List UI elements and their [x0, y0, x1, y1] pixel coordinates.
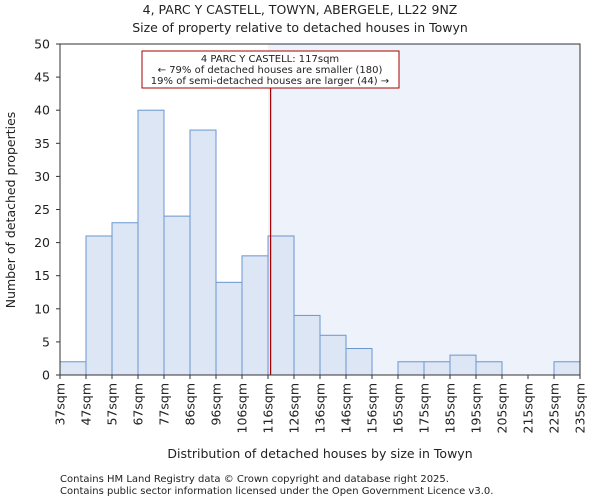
y-tick-label-35: 35 — [34, 136, 50, 151]
x-tick-label-195sqm: 195sqm — [469, 383, 484, 433]
y-tick-label-20: 20 — [34, 235, 50, 250]
annotation-line-2: ← 79% of detached houses are smaller (18… — [158, 65, 383, 76]
y-tick-label-5: 5 — [42, 334, 50, 349]
x-tick-label-116sqm: 116sqm — [261, 383, 276, 433]
y-tick-label-15: 15 — [34, 268, 50, 283]
y-axis-label: Number of detached properties — [3, 112, 18, 309]
annotation-line-1: 4 PARC Y CASTELL: 117sqm — [201, 54, 339, 65]
bar-116sqm — [267, 235, 295, 376]
x-tick-label-205sqm: 205sqm — [495, 383, 510, 433]
x-tick-label-126sqm: 126sqm — [287, 383, 302, 433]
bar-185sqm — [449, 354, 477, 376]
chart-subtitle: Size of property relative to detached ho… — [132, 20, 468, 35]
y-tick-label-25: 25 — [34, 202, 50, 217]
x-tick-label-185sqm: 185sqm — [443, 383, 458, 433]
x-tick-label-37sqm: 37sqm — [53, 383, 68, 426]
x-tick-label-47sqm: 47sqm — [79, 383, 94, 426]
bar-106sqm — [241, 255, 269, 376]
y-tick-label-45: 45 — [34, 70, 50, 85]
x-tick-label-57sqm: 57sqm — [105, 383, 120, 426]
x-tick-label-156sqm: 156sqm — [365, 383, 380, 433]
bar-37sqm — [59, 361, 87, 376]
x-tick-label-146sqm: 146sqm — [339, 383, 354, 433]
bar-146sqm — [345, 348, 373, 376]
bar-195sqm — [475, 361, 503, 376]
annotation-frame — [141, 50, 400, 89]
bar-96sqm — [215, 281, 243, 376]
bar-57sqm — [111, 222, 139, 376]
x-tick-label-235sqm: 235sqm — [573, 383, 588, 433]
y-tick-label-50: 50 — [34, 37, 50, 52]
x-tick-label-136sqm: 136sqm — [313, 383, 328, 433]
annotation-box: 4 PARC Y CASTELL: 117sqm ← 79% of detach… — [141, 50, 400, 89]
x-tick-label-67sqm: 67sqm — [131, 383, 146, 426]
x-tick-label-106sqm: 106sqm — [235, 383, 250, 433]
bar-225sqm — [553, 361, 581, 376]
x-tick-label-225sqm: 225sqm — [547, 383, 562, 433]
x-tick-label-165sqm: 165sqm — [391, 383, 406, 433]
footer-line-1: Contains HM Land Registry data © Crown c… — [60, 474, 449, 485]
bar-47sqm — [85, 235, 113, 376]
y-tick-label-10: 10 — [34, 301, 50, 316]
bar-67sqm — [137, 109, 165, 376]
annotation-line-3: 19% of semi-detached houses are larger (… — [151, 76, 389, 87]
bar-165sqm — [397, 361, 425, 376]
x-tick-label-77sqm: 77sqm — [157, 383, 172, 426]
y-tick-label-30: 30 — [34, 169, 50, 184]
x-tick-label-96sqm: 96sqm — [209, 383, 224, 426]
y-tick-label-0: 0 — [42, 368, 50, 383]
x-tick-label-215sqm: 215sqm — [521, 383, 536, 433]
chart-title: 4, PARC Y CASTELL, TOWYN, ABERGELE, LL22… — [143, 2, 458, 17]
bar-175sqm — [423, 361, 451, 376]
bar-77sqm — [163, 215, 191, 376]
x-tick-label-175sqm: 175sqm — [417, 383, 432, 433]
bar-86sqm — [189, 129, 217, 376]
bar-126sqm — [293, 314, 321, 376]
x-tick-label-86sqm: 86sqm — [183, 383, 198, 426]
footer-line-2: Contains public sector information licen… — [60, 486, 493, 497]
y-tick-label-40: 40 — [34, 103, 50, 118]
x-axis-label: Distribution of detached houses by size … — [167, 446, 472, 461]
bar-136sqm — [319, 334, 347, 376]
